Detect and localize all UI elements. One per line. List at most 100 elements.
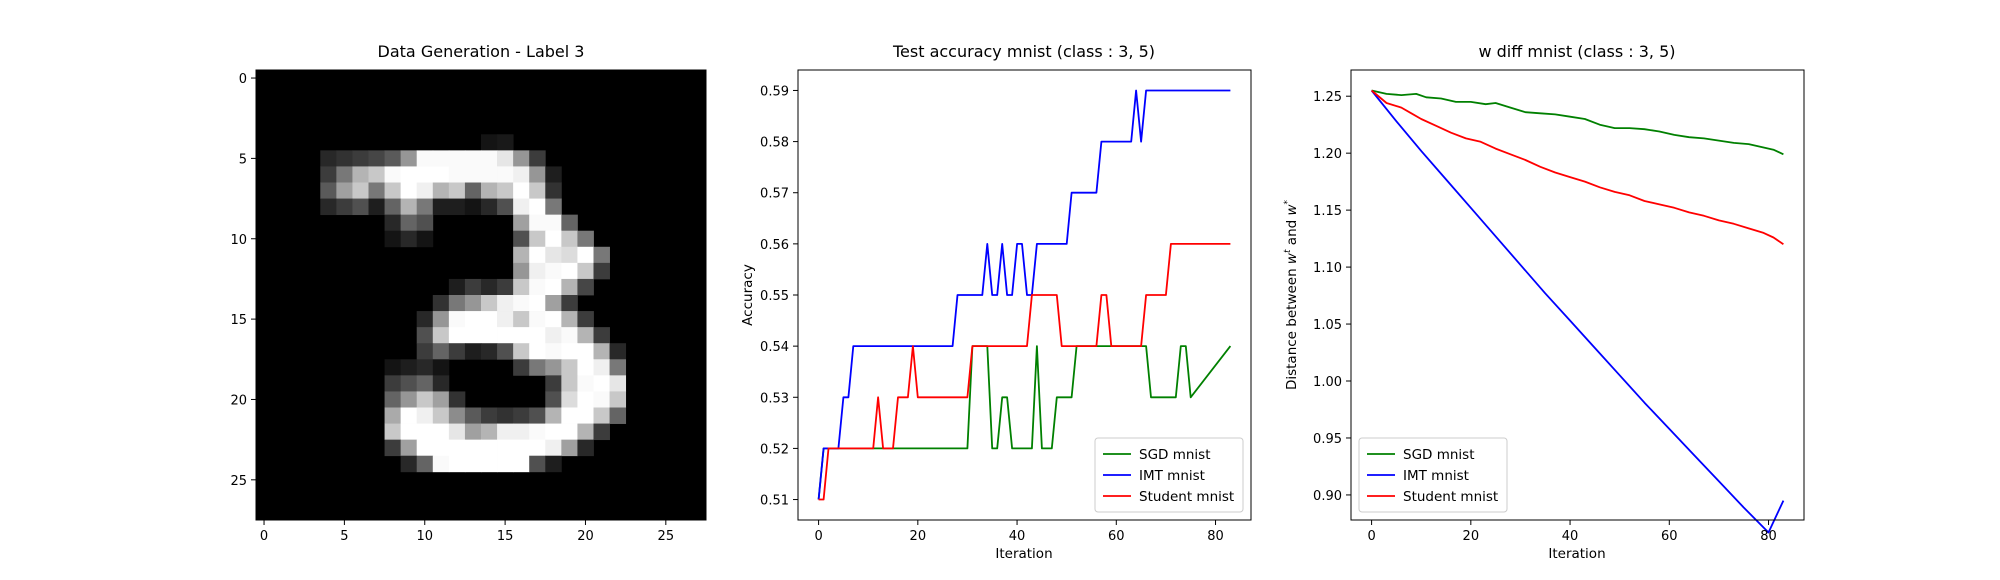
pixel — [545, 182, 562, 199]
y-tick-label: 0.55 — [760, 289, 789, 304]
pixel — [561, 375, 578, 392]
pixel — [481, 311, 498, 328]
pixel — [545, 423, 562, 441]
pixel — [545, 343, 562, 360]
pixel — [561, 343, 578, 360]
pixel — [352, 198, 369, 216]
pixel — [352, 182, 369, 199]
pixel — [609, 359, 627, 376]
pixel — [545, 455, 562, 473]
pixel — [464, 150, 482, 167]
pixel — [416, 214, 434, 232]
pixel — [529, 439, 546, 457]
y-tick-label: 1.25 — [1313, 90, 1342, 105]
pixel — [384, 150, 402, 167]
pixel — [481, 407, 498, 424]
pixel — [593, 391, 610, 408]
pixel — [561, 327, 578, 344]
pixel — [513, 423, 530, 441]
image-pixels — [256, 70, 706, 520]
pixel — [529, 423, 546, 441]
pixel — [577, 423, 594, 441]
pixel — [416, 439, 434, 457]
pixel — [464, 439, 482, 457]
pixel — [529, 295, 546, 312]
pixel — [432, 423, 450, 441]
pixel — [432, 150, 450, 167]
pixel — [448, 150, 466, 167]
pixel — [481, 166, 498, 183]
pixel — [545, 278, 562, 296]
x-tick-label: 20 — [1463, 529, 1480, 544]
pixel — [384, 423, 402, 441]
pixel — [529, 214, 546, 232]
y-tick-label: 10 — [230, 233, 247, 248]
pixel — [481, 198, 498, 216]
pixel — [481, 134, 498, 151]
y-tick-label: 0.52 — [760, 442, 789, 457]
pixel — [609, 391, 627, 408]
pixel — [561, 246, 578, 264]
accuracy-frame — [797, 69, 1252, 521]
pixel — [609, 375, 627, 392]
pixel — [448, 198, 466, 216]
pixel — [384, 359, 402, 376]
pixel — [545, 230, 562, 248]
pixel — [577, 343, 594, 360]
y-tick-label: 20 — [230, 393, 247, 408]
image-ticks: 0 5 10 15 20 25 0 5 10 15 20 25 — [230, 72, 674, 544]
pixel — [529, 343, 546, 360]
wdiff-ylabel: Distance between wt and w* — [1283, 199, 1300, 390]
pixel — [336, 198, 353, 216]
pixel — [545, 262, 562, 280]
pixel — [593, 359, 610, 376]
legend-box — [1358, 437, 1508, 513]
pixel — [513, 214, 530, 232]
pixel — [448, 166, 466, 183]
pixel — [561, 391, 578, 408]
pixel — [577, 439, 594, 457]
pixel — [481, 439, 498, 457]
wdiff-ylabel-and: and — [1284, 215, 1300, 249]
pixel — [497, 295, 514, 312]
pixel — [561, 295, 578, 312]
pixel — [448, 182, 466, 199]
pixel — [432, 182, 450, 199]
pixel — [513, 311, 530, 328]
pixel — [513, 439, 530, 457]
series-line-imt-mnist — [817, 89, 1231, 500]
pixel — [432, 455, 450, 473]
pixel — [577, 246, 594, 264]
pixel — [384, 391, 402, 408]
pixel — [497, 182, 514, 199]
pixel — [513, 262, 530, 280]
wdiff-ticks: 0 20 40 60 80 0.90 0.95 1.00 1.05 1.10 1.15 1.20 1.2… — [1313, 90, 1777, 544]
pixel — [416, 230, 434, 248]
wdiff-ylabel-sup-star: * — [1283, 199, 1293, 204]
pixel — [432, 343, 450, 360]
y-tick-label: 15 — [230, 313, 247, 328]
series-line-student-mnist — [1371, 89, 1784, 246]
pixel — [577, 407, 594, 424]
pixel — [416, 375, 434, 392]
pixel — [400, 359, 418, 376]
pixel — [529, 150, 546, 167]
pixel — [416, 150, 434, 167]
pixel — [561, 423, 578, 441]
y-tick-label: 0.58 — [760, 136, 789, 151]
pixel — [513, 150, 530, 167]
pixel — [545, 246, 562, 264]
pixel — [561, 407, 578, 424]
pixel — [577, 391, 594, 408]
y-tick-label: 0.51 — [760, 494, 789, 509]
y-tick-label: 5 — [239, 152, 247, 167]
pixel — [464, 455, 482, 473]
pixel — [593, 262, 610, 280]
pixel — [561, 359, 578, 376]
pixel — [464, 295, 482, 312]
pixel — [448, 278, 466, 296]
pixel — [400, 150, 418, 167]
y-tick-label: 0.59 — [760, 84, 789, 99]
x-tick-label: 0 — [260, 529, 268, 544]
